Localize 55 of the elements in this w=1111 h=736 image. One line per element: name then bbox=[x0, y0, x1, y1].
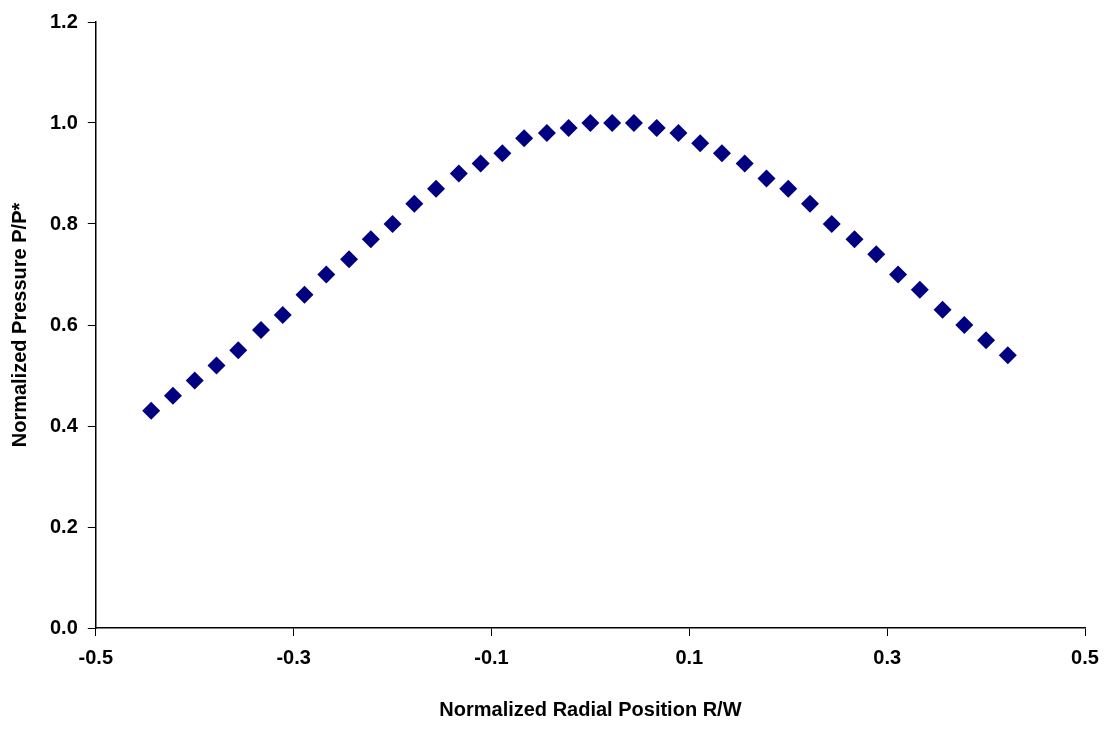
x-tick-label: -0.3 bbox=[276, 645, 311, 668]
y-tick-label: 0.4 bbox=[49, 413, 79, 436]
point bbox=[515, 129, 534, 148]
point bbox=[603, 114, 622, 132]
point bbox=[163, 386, 182, 405]
point bbox=[537, 124, 556, 143]
point bbox=[735, 154, 754, 173]
point bbox=[801, 194, 819, 213]
y-tick-label: 0.2 bbox=[49, 514, 78, 537]
point bbox=[581, 114, 600, 132]
point bbox=[933, 300, 952, 319]
point bbox=[757, 169, 776, 188]
point bbox=[669, 124, 688, 143]
point bbox=[142, 401, 161, 420]
point bbox=[405, 194, 424, 213]
point bbox=[867, 245, 886, 264]
y-tick-label: 1.2 bbox=[49, 9, 78, 32]
point bbox=[471, 154, 490, 173]
point bbox=[624, 114, 643, 132]
point bbox=[252, 321, 270, 340]
point bbox=[889, 265, 908, 284]
point bbox=[229, 341, 248, 360]
point bbox=[207, 356, 226, 375]
point bbox=[647, 119, 666, 138]
point bbox=[998, 346, 1017, 365]
point bbox=[955, 316, 974, 334]
x-tick-label: 0.3 bbox=[873, 645, 902, 668]
point bbox=[779, 179, 798, 198]
point bbox=[340, 250, 359, 269]
point bbox=[449, 164, 468, 183]
x-tick-label: 0.1 bbox=[675, 645, 704, 668]
point bbox=[295, 285, 314, 304]
y-tick-label: 0.6 bbox=[49, 312, 78, 335]
x-tick-label: -0.5 bbox=[78, 645, 114, 668]
point bbox=[845, 230, 864, 249]
y-axis-title: Normalized Pressure P/P* bbox=[7, 202, 30, 448]
point bbox=[712, 144, 731, 163]
x-tick-label: -0.1 bbox=[474, 645, 509, 668]
point bbox=[910, 280, 929, 299]
point bbox=[691, 134, 710, 153]
point bbox=[977, 331, 996, 350]
y-tick-label: 1.0 bbox=[49, 110, 78, 133]
point bbox=[383, 215, 402, 233]
x-tick-label: 0.5 bbox=[1071, 645, 1099, 668]
point bbox=[493, 144, 512, 163]
point bbox=[317, 265, 336, 284]
x-axis-title: Normalized Radial Position R/W bbox=[439, 697, 742, 720]
point bbox=[185, 371, 204, 390]
y-tick-label: 0.0 bbox=[49, 615, 78, 638]
point bbox=[559, 119, 578, 138]
point bbox=[273, 305, 292, 324]
point bbox=[361, 230, 380, 249]
y-tick-label: 0.8 bbox=[49, 211, 78, 234]
point bbox=[822, 215, 841, 233]
point bbox=[427, 179, 446, 198]
